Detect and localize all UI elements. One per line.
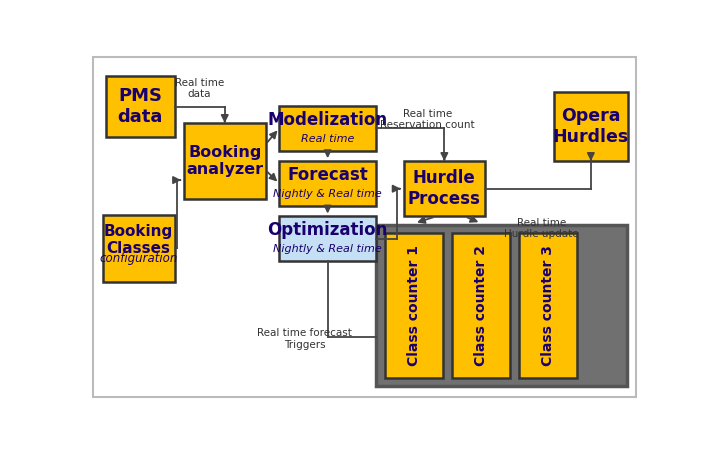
Text: Forecast: Forecast	[287, 166, 368, 184]
FancyBboxPatch shape	[105, 76, 174, 137]
Text: Class counter 2: Class counter 2	[474, 245, 488, 366]
FancyBboxPatch shape	[279, 161, 376, 206]
FancyBboxPatch shape	[103, 215, 174, 282]
FancyBboxPatch shape	[184, 123, 266, 199]
Text: Real time: Real time	[301, 134, 355, 144]
Text: Modelization: Modelization	[268, 110, 388, 128]
Text: Optimization: Optimization	[268, 221, 388, 239]
FancyBboxPatch shape	[519, 233, 577, 378]
Text: Hurdle
Process: Hurdle Process	[408, 169, 481, 208]
Text: Real time
data: Real time data	[174, 78, 224, 99]
Text: Real time forecast
Triggers: Real time forecast Triggers	[257, 328, 352, 350]
Text: Nightly & Real time: Nightly & Real time	[273, 244, 382, 254]
FancyBboxPatch shape	[452, 233, 510, 378]
FancyBboxPatch shape	[279, 106, 376, 151]
Text: Real time
Hurdle update: Real time Hurdle update	[504, 218, 579, 239]
FancyBboxPatch shape	[385, 233, 444, 378]
FancyBboxPatch shape	[376, 225, 627, 386]
Text: Nightly & Real time: Nightly & Real time	[273, 189, 382, 199]
FancyBboxPatch shape	[93, 57, 637, 397]
FancyBboxPatch shape	[404, 161, 485, 216]
FancyBboxPatch shape	[554, 92, 628, 161]
Text: configuration: configuration	[100, 252, 178, 265]
Text: Booking
analyzer: Booking analyzer	[186, 145, 263, 177]
Text: Booking
Classes: Booking Classes	[104, 224, 173, 256]
Text: Class counter 3: Class counter 3	[541, 245, 555, 366]
Text: Real time
Reservation count: Real time Reservation count	[380, 109, 475, 130]
FancyBboxPatch shape	[279, 216, 376, 261]
Text: Class counter 1: Class counter 1	[407, 245, 422, 366]
Text: PMS
data: PMS data	[117, 87, 163, 126]
Text: Opera
Hurdles: Opera Hurdles	[553, 107, 629, 146]
